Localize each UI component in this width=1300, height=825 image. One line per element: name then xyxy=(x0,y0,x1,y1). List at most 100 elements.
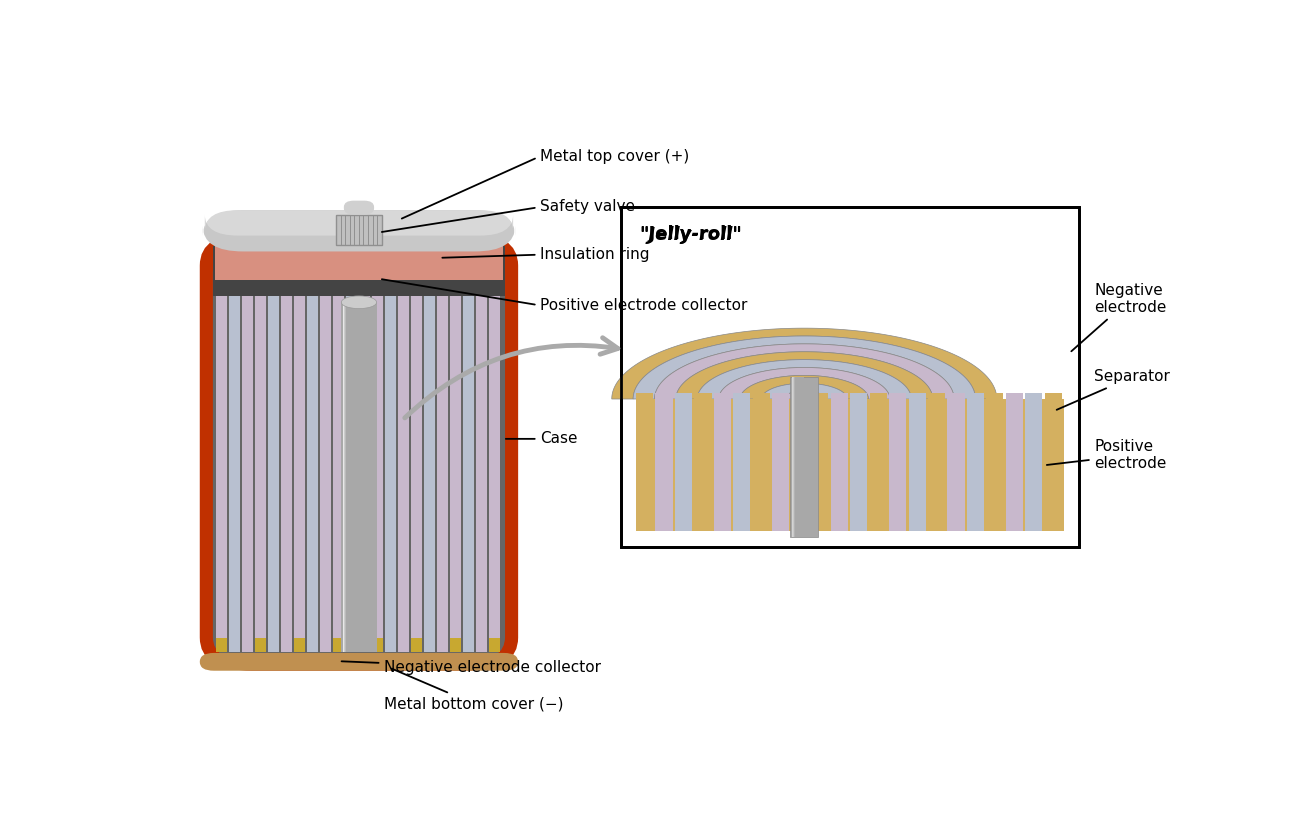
Text: Separator: Separator xyxy=(1057,370,1170,410)
Bar xyxy=(346,302,359,652)
Bar xyxy=(967,393,984,399)
Bar xyxy=(796,377,803,537)
Bar xyxy=(411,286,422,652)
Bar xyxy=(333,286,344,652)
Bar xyxy=(268,286,280,652)
FancyBboxPatch shape xyxy=(200,653,519,671)
Bar xyxy=(346,302,359,652)
Polygon shape xyxy=(633,336,975,399)
Bar xyxy=(621,207,1079,547)
Bar xyxy=(255,286,266,652)
Bar xyxy=(831,399,848,531)
Bar xyxy=(344,302,358,652)
Bar xyxy=(294,277,306,291)
Bar xyxy=(333,639,344,653)
Bar xyxy=(344,302,358,652)
FancyBboxPatch shape xyxy=(203,210,515,252)
Bar xyxy=(343,302,358,652)
Polygon shape xyxy=(762,384,848,399)
Bar xyxy=(214,234,503,280)
Bar xyxy=(714,399,731,531)
Polygon shape xyxy=(654,344,954,399)
Bar xyxy=(337,214,382,245)
Bar xyxy=(489,639,500,653)
Bar xyxy=(450,277,461,291)
Text: Negative
electrode: Negative electrode xyxy=(1071,282,1167,351)
Bar xyxy=(811,393,828,399)
Bar xyxy=(694,393,711,399)
Text: Metal bottom cover (−): Metal bottom cover (−) xyxy=(385,668,564,711)
Bar xyxy=(753,393,770,399)
Bar xyxy=(342,302,377,652)
Bar xyxy=(216,277,228,291)
Text: "Jelly-roll": "Jelly-roll" xyxy=(640,226,742,244)
Bar xyxy=(333,277,344,291)
Bar xyxy=(372,286,383,652)
Bar xyxy=(294,286,306,652)
Bar xyxy=(343,302,358,652)
Bar xyxy=(889,399,906,531)
Bar xyxy=(294,639,306,653)
Bar xyxy=(216,286,228,652)
Text: Case: Case xyxy=(506,431,577,446)
Bar xyxy=(811,399,828,531)
FancyBboxPatch shape xyxy=(343,200,374,214)
Bar xyxy=(229,286,240,652)
Bar xyxy=(1026,393,1043,399)
Bar xyxy=(675,399,692,531)
Ellipse shape xyxy=(342,296,377,309)
Bar xyxy=(1045,393,1062,399)
Bar xyxy=(870,393,887,399)
Bar xyxy=(909,399,926,531)
Bar xyxy=(655,399,672,531)
Bar xyxy=(372,639,383,653)
Bar xyxy=(463,286,474,652)
Bar xyxy=(450,639,461,653)
Bar xyxy=(889,393,906,399)
Bar xyxy=(753,399,770,531)
FancyBboxPatch shape xyxy=(205,210,514,236)
Bar xyxy=(967,399,984,531)
Bar xyxy=(850,393,867,399)
Bar xyxy=(870,399,887,531)
Bar xyxy=(794,377,803,537)
Bar xyxy=(476,286,488,652)
Polygon shape xyxy=(676,351,932,399)
Bar xyxy=(850,399,867,531)
Bar xyxy=(793,377,802,537)
Bar xyxy=(636,399,653,531)
Polygon shape xyxy=(697,360,911,399)
Bar xyxy=(794,377,803,537)
Bar xyxy=(346,286,358,652)
Bar xyxy=(281,286,292,652)
Bar xyxy=(792,393,809,399)
Polygon shape xyxy=(783,391,826,399)
Bar xyxy=(489,286,500,652)
Text: Positive electrode collector: Positive electrode collector xyxy=(382,279,748,313)
Bar xyxy=(1045,399,1062,531)
Bar xyxy=(733,399,750,531)
Bar xyxy=(636,399,1065,531)
Text: Metal top cover (+): Metal top cover (+) xyxy=(402,148,689,219)
Bar xyxy=(733,393,750,399)
Bar xyxy=(344,302,358,652)
FancyBboxPatch shape xyxy=(213,248,504,661)
Bar xyxy=(1026,399,1043,531)
Text: Safety valve: Safety valve xyxy=(382,200,636,232)
Bar xyxy=(216,639,228,653)
Bar xyxy=(489,277,500,291)
Bar xyxy=(411,277,422,291)
Bar xyxy=(424,286,436,652)
Bar xyxy=(1006,393,1023,399)
Bar xyxy=(987,399,1004,531)
Bar xyxy=(213,247,504,296)
Bar xyxy=(948,399,965,531)
Bar xyxy=(987,393,1004,399)
Bar xyxy=(255,639,266,653)
Bar xyxy=(320,286,332,652)
Bar xyxy=(359,286,370,652)
Polygon shape xyxy=(740,375,868,399)
Bar xyxy=(928,399,945,531)
Bar xyxy=(450,286,461,652)
Bar xyxy=(948,393,965,399)
